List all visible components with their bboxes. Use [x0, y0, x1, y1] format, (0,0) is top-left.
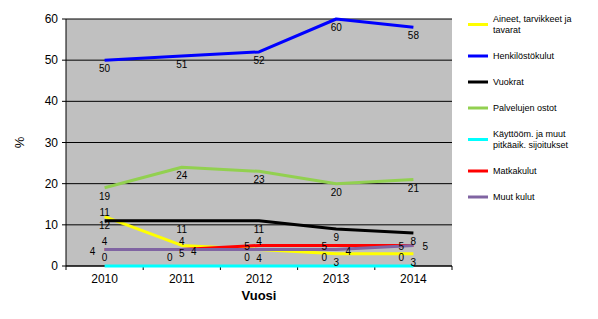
data-labels: 1254335051526058111111981924232021000004…	[90, 22, 429, 268]
data-label: 5	[399, 241, 405, 252]
data-label: 4	[179, 236, 185, 247]
tick-mark	[62, 183, 66, 184]
tick-label: 60	[45, 12, 59, 26]
data-label: 11	[254, 224, 265, 235]
data-label: 50	[99, 63, 111, 74]
data-label: 23	[253, 174, 265, 185]
data-label: 5	[244, 241, 250, 252]
series-line	[105, 265, 414, 268]
legend-swatch	[468, 81, 488, 84]
data-label: 58	[408, 30, 420, 41]
data-label: 60	[331, 22, 343, 33]
tick-label: 2011	[169, 272, 195, 286]
tick-label: 40	[45, 94, 59, 108]
data-label: 4	[191, 246, 197, 257]
tick-mark	[62, 101, 66, 102]
legend-label: Aineet, tarvikkeet jatavarat	[493, 14, 572, 35]
data-label: 11	[177, 224, 188, 235]
data-label: 0	[167, 252, 173, 263]
tick-mark	[62, 224, 66, 225]
tick-mark	[62, 19, 66, 20]
tick-label: 30	[45, 136, 59, 150]
y-axis	[66, 19, 67, 266]
data-label: 5	[321, 241, 327, 252]
data-label: 0	[321, 252, 327, 263]
data-label: 4	[345, 246, 351, 257]
data-label: 52	[253, 55, 265, 66]
data-label: 8	[411, 236, 417, 247]
data-label: 12	[99, 220, 111, 231]
x-axis	[66, 266, 452, 267]
data-label: 5	[179, 248, 185, 259]
legend-label: Matkakulut	[493, 166, 537, 176]
plot-area	[66, 19, 452, 266]
data-label: 51	[176, 59, 188, 70]
data-label: 3	[333, 257, 339, 268]
data-label: 5	[423, 241, 429, 252]
tick-label: 10	[45, 218, 59, 232]
legend-swatch	[468, 55, 488, 58]
tick-mark	[62, 142, 66, 143]
tick-label: 2010	[91, 272, 118, 286]
legend-label: Muut kulut	[493, 192, 535, 202]
series-line	[105, 217, 414, 254]
chart: 010203040506020102011201220132014Vuosi%1…	[0, 0, 598, 319]
data-label: 11	[99, 207, 110, 218]
legend-label: Palvelujen ostot	[493, 103, 557, 113]
grid-line	[66, 142, 452, 143]
data-label: 4	[102, 236, 108, 247]
grid-line	[66, 101, 452, 102]
data-label: 0	[102, 252, 108, 263]
x-axis-title: Vuosi	[242, 288, 277, 303]
data-label: 4	[256, 236, 262, 247]
data-label: 0	[244, 252, 250, 263]
tick-label: 2013	[323, 272, 350, 286]
series-group	[105, 19, 414, 266]
data-label: 9	[333, 232, 339, 243]
data-label: 20	[331, 187, 343, 198]
data-label: 0	[399, 252, 405, 263]
tick-mark	[62, 60, 66, 61]
data-label: 4	[90, 246, 96, 257]
legend-swatch	[468, 138, 488, 141]
series-line	[105, 167, 414, 188]
x-tick-edge	[66, 266, 67, 270]
data-label: 4	[256, 253, 262, 264]
legend-label: Henkilöstökulut	[493, 51, 555, 61]
x-tick-edge	[452, 266, 453, 270]
grid-line	[66, 266, 452, 267]
legend-swatch	[468, 196, 488, 199]
tick-label: 2014	[400, 272, 427, 286]
data-label: 24	[176, 170, 188, 181]
legend-swatch	[468, 23, 488, 26]
legend-label: Käyttööm. ja muutpitkäaik. sijoitukset	[493, 129, 569, 150]
data-label: 3	[411, 257, 417, 268]
legend-label: Vuokrat	[493, 77, 524, 87]
legend-swatch	[468, 170, 488, 173]
tick-label: 20	[45, 177, 59, 191]
tick-label: 50	[45, 53, 59, 67]
data-label: 21	[408, 183, 420, 194]
tick-label: 2012	[246, 272, 273, 286]
legend-swatch	[468, 107, 488, 110]
data-label: 19	[99, 191, 111, 202]
tick-mark	[62, 266, 66, 267]
grid-line	[66, 19, 452, 20]
tick-label: 0	[51, 259, 58, 273]
y-axis-title: %	[12, 136, 27, 148]
legend: Aineet, tarvikkeet jatavarat Henkilöstöku…	[468, 14, 572, 202]
